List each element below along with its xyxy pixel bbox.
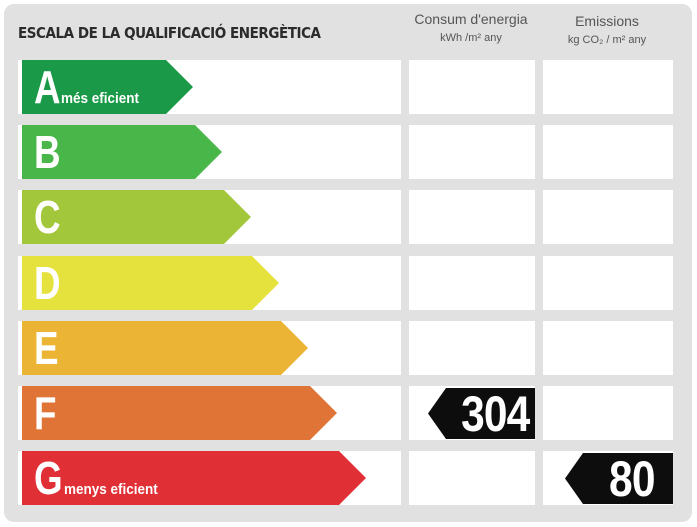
- rating-arrow-d: D: [22, 256, 279, 310]
- emissions-cell: [543, 321, 673, 375]
- emissions-cell: [543, 125, 673, 179]
- emissions-column-label: Emissions: [575, 13, 639, 29]
- emissions-cell: [543, 190, 673, 244]
- emissions-column-header: Emissions kg CO₂ / m² any: [540, 13, 674, 46]
- rating-arrow-f: F: [22, 386, 337, 440]
- emissions-cell: [543, 256, 673, 310]
- rating-row-c: C: [0, 190, 697, 244]
- emissions-rating-value: 80: [609, 450, 655, 507]
- consum-rating-badge: 304: [428, 388, 535, 439]
- rating-letter: B: [34, 126, 61, 178]
- rating-arrow-c: C: [22, 190, 251, 244]
- rating-row-d: D: [0, 256, 697, 310]
- emissions-cell: [543, 60, 673, 114]
- rating-letter: D: [34, 257, 61, 309]
- consum-cell: [409, 60, 535, 114]
- rating-sublabel: menys eficient: [63, 480, 158, 498]
- consum-cell: [409, 125, 535, 179]
- emissions-cell: [543, 386, 673, 440]
- rating-row-b: B: [0, 125, 697, 179]
- rating-arrow-b: B: [22, 125, 222, 179]
- consum-cell: [409, 451, 535, 505]
- rating-letter: E: [34, 322, 59, 374]
- rating-row-f: F 304: [0, 386, 697, 440]
- rating-letter: C: [34, 191, 61, 243]
- consum-column-unit: kWh /m² any: [440, 32, 502, 44]
- emissions-column-unit: kg CO₂ / m² any: [567, 34, 647, 46]
- consum-rating-value: 304: [460, 385, 530, 442]
- rating-row-e: E: [0, 321, 697, 375]
- consum-cell: [409, 321, 535, 375]
- consum-column-label: Consum d'energia: [414, 11, 528, 27]
- rating-letter: F: [34, 387, 57, 439]
- label-title: ESCALA DE LA QUALIFICACIÓ ENERGÈTICA: [18, 24, 321, 42]
- consum-cell: [409, 256, 535, 310]
- consum-column-header: Consum d'energia kWh /m² any: [406, 11, 536, 44]
- rating-sublabel: més eficient: [61, 89, 140, 107]
- rating-letter: G: [34, 452, 63, 504]
- rating-letter: A: [34, 61, 61, 113]
- consum-cell: [409, 190, 535, 244]
- emissions-rating-badge: 80: [565, 453, 673, 504]
- rating-arrow-e: E: [22, 321, 308, 375]
